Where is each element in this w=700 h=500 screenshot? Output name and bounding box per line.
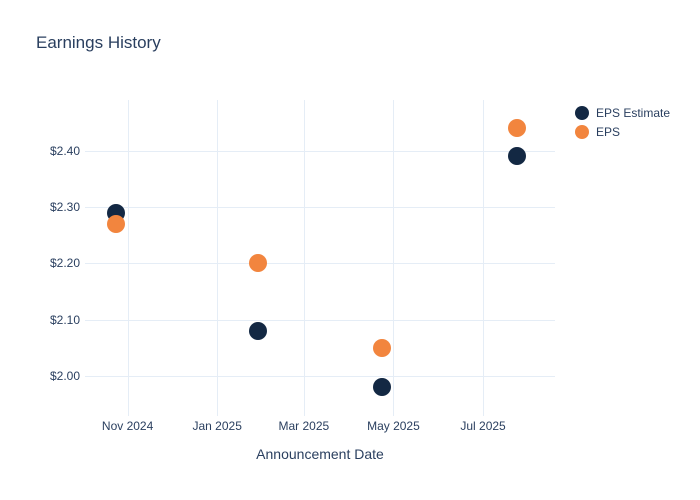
eps-marker-icon (575, 125, 589, 139)
v-gridline (393, 100, 395, 416)
y-tick-label: $2.10 (49, 312, 80, 327)
legend-label: EPS Estimate (596, 106, 671, 120)
data-point-eps[interactable] (249, 254, 268, 273)
legend-label: EPS (596, 125, 621, 139)
h-gridline (85, 319, 555, 321)
data-point-eps-estimate[interactable] (507, 147, 526, 166)
x-tick-label: Jul 2025 (460, 419, 506, 433)
x-tick-label: May 2025 (367, 419, 420, 433)
data-point-eps-estimate[interactable] (372, 378, 391, 397)
y-tick-label: $2.20 (49, 256, 80, 271)
x-tick-label: Nov 2024 (101, 419, 154, 433)
data-point-eps[interactable] (507, 119, 526, 138)
h-gridline (85, 150, 555, 152)
x-tick-label: Jan 2025 (192, 419, 242, 433)
x-tick-label: Mar 2025 (278, 419, 330, 433)
v-gridline (483, 100, 485, 416)
h-gridline (85, 376, 555, 378)
y-tick-label: $2.00 (49, 369, 80, 384)
h-gridline (85, 207, 555, 209)
data-point-eps[interactable] (372, 339, 391, 357)
data-point-eps-estimate[interactable] (249, 322, 268, 341)
h-gridline (85, 263, 555, 265)
eps-estimate-marker-icon (575, 106, 589, 120)
y-tick-label: $2.40 (49, 143, 80, 158)
legend: EPS Estimate EPS (575, 104, 670, 142)
v-gridline (303, 100, 305, 416)
y-tick-label: $2.30 (49, 200, 80, 215)
v-gridline (217, 100, 219, 416)
plot-area (85, 100, 555, 416)
v-gridline (127, 100, 129, 416)
chart-title: Earnings History (36, 33, 161, 52)
legend-item-eps[interactable]: EPS (575, 123, 670, 141)
data-point-eps[interactable] (106, 215, 125, 233)
x-axis-title: Announcement Date (256, 446, 384, 462)
legend-item-eps-estimate[interactable]: EPS Estimate (575, 104, 670, 122)
